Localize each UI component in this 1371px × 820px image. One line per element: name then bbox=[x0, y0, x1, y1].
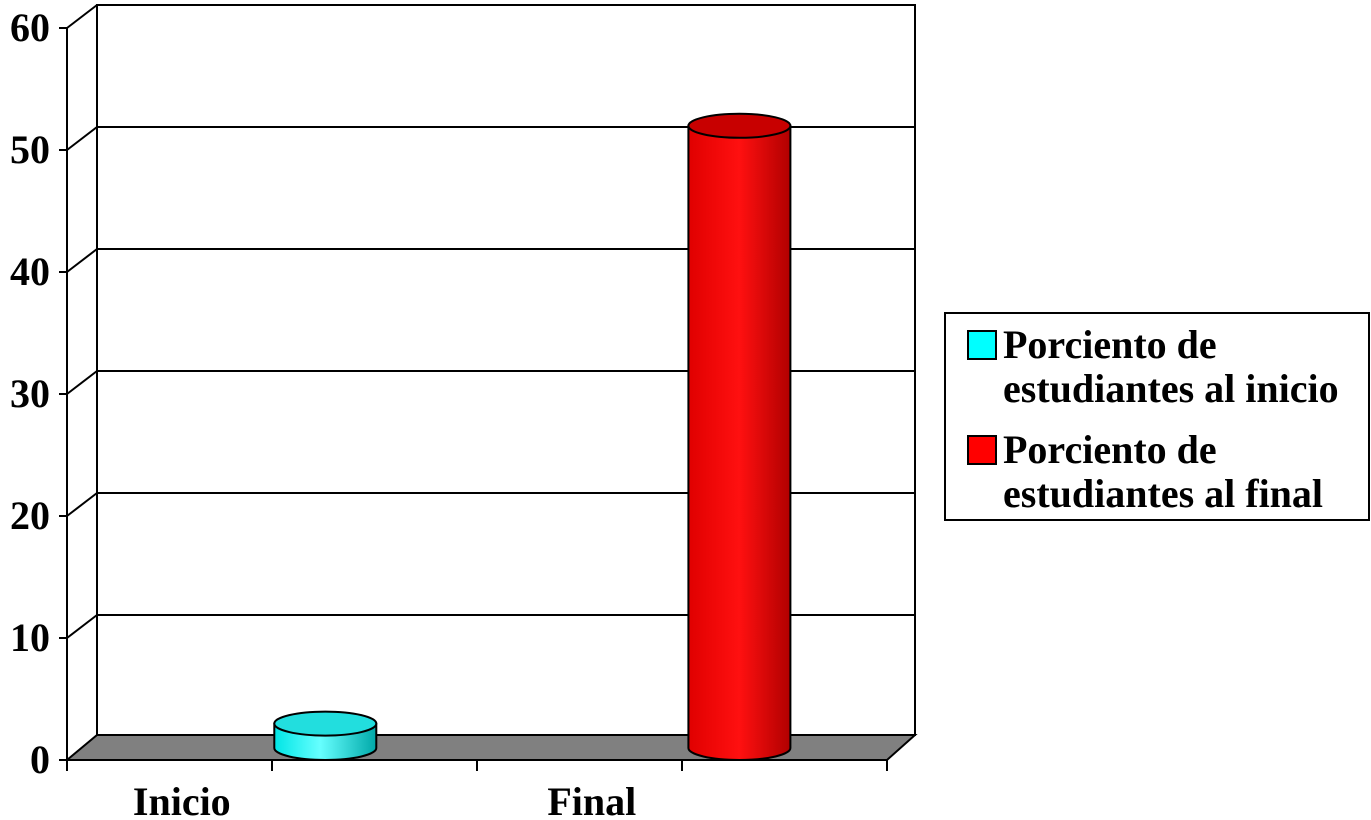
gridline-depth bbox=[66, 370, 98, 395]
legend-item-final-line2: estudiantes al final bbox=[1003, 471, 1323, 516]
y-tick-label: 0 bbox=[30, 737, 50, 782]
legend-item-inicio-line1: Porciento de bbox=[1003, 322, 1217, 367]
bar-final bbox=[687, 112, 792, 761]
legend-swatch-inicio bbox=[967, 330, 997, 360]
gridline-depth bbox=[66, 614, 98, 639]
legend-item-inicio-line2: estudiantes al inicio bbox=[1003, 366, 1339, 411]
gridline-depth bbox=[66, 126, 98, 151]
y-tick-label: 50 bbox=[10, 127, 50, 172]
gridline-depth bbox=[66, 492, 98, 517]
y-tick-label: 10 bbox=[10, 615, 50, 660]
x-tick-label: Final bbox=[547, 779, 636, 820]
legend: Porciento de estudiantes al inicio Porci… bbox=[944, 312, 1370, 521]
legend-swatch-final bbox=[967, 435, 997, 465]
y-tick-label: 20 bbox=[10, 493, 50, 538]
depth-edge-top bbox=[66, 4, 98, 29]
gridline-depth bbox=[66, 248, 98, 273]
y-tick-label: 30 bbox=[10, 371, 50, 416]
bars bbox=[273, 112, 792, 761]
legend-item-final-line1: Porciento de bbox=[1003, 427, 1217, 472]
x-axis: Inicio Final bbox=[66, 760, 888, 820]
y-tick-label: 60 bbox=[10, 5, 50, 50]
y-tick-label: 40 bbox=[10, 249, 50, 294]
x-tick-label: Inicio bbox=[133, 779, 231, 820]
y-axis: 0 10 20 30 40 50 60 bbox=[10, 5, 67, 782]
legend-box bbox=[944, 312, 1370, 521]
bar-inicio bbox=[273, 710, 378, 761]
